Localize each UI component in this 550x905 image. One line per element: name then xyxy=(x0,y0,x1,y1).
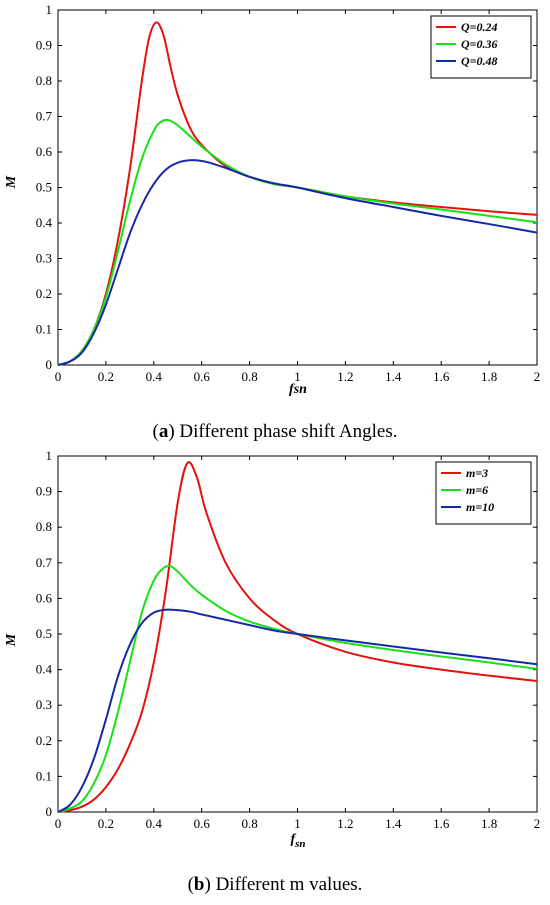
x-tick-label-a: 0.8 xyxy=(241,369,257,384)
caption-text-b: Different m values. xyxy=(216,874,363,895)
x-tick-label-b: 1.6 xyxy=(433,816,450,831)
plot-area-a: 0 0.2 0.4 0.6 0.8 1 1.2 1.4 1.6 1.8 2 0 0.1 0.2 0.3 0.4… xyxy=(36,2,541,384)
x-tick-label-a: 1.2 xyxy=(337,369,353,384)
x-axis-label-b-sub: sn xyxy=(294,838,305,850)
x-tick-label-b: 0 xyxy=(55,816,62,831)
y-tick-label-a: 0.8 xyxy=(36,73,52,88)
y-tick-label-a: 0.9 xyxy=(36,38,52,53)
x-tick-label-b: 2 xyxy=(534,816,541,831)
y-tick-label-a: 0.6 xyxy=(36,144,53,159)
y-tick-label-b: 0.8 xyxy=(36,519,52,534)
panel-label-b: b xyxy=(194,874,205,895)
series-line-b-2 xyxy=(57,565,538,813)
series-line-b-3 xyxy=(57,608,538,813)
y-tick-label-b: 0.4 xyxy=(36,662,53,677)
caption-b: (b) Different m values. xyxy=(188,874,363,895)
y-tick-label-b: 0.7 xyxy=(36,555,53,570)
x-tick-label-a: 1.4 xyxy=(385,369,402,384)
y-tick-label-b: 0.3 xyxy=(36,697,52,712)
legend-label-b-3: m=10 xyxy=(466,500,494,514)
y-tick-label-b: 0 xyxy=(46,804,53,819)
y-tick-label-a: 0.5 xyxy=(36,180,52,195)
x-tick-label-a: 1 xyxy=(294,369,301,384)
chart-panel-b: 0 0.2 0.4 0.6 0.8 1 1.2 1.4 1.6 1.8 2 0 0.1 0.2 0.3 0.4… xyxy=(4,448,540,895)
y-tick-label-a: 0.7 xyxy=(36,109,53,124)
y-tick-label-b: 1 xyxy=(46,448,53,463)
x-tick-label-b: 1.4 xyxy=(385,816,402,831)
x-tick-label-a: 1.8 xyxy=(481,369,497,384)
panel-label-a: a xyxy=(159,421,169,442)
y-tick-label-a: 1 xyxy=(46,2,53,17)
y-tick-label-b: 0.9 xyxy=(36,484,52,499)
series-line-a-3 xyxy=(57,159,538,366)
x-tick-label-b: 0.8 xyxy=(241,816,257,831)
x-tick-label-b: 1.2 xyxy=(337,816,353,831)
y-tick-label-a: 0 xyxy=(46,357,53,372)
y-tick-label-b: 0.6 xyxy=(36,590,53,605)
legend-label-a-2: Q=0.36 xyxy=(461,37,498,51)
x-tick-label-a: 2 xyxy=(534,369,541,384)
chart-panel-a: 0 0.2 0.4 0.6 0.8 1 1.2 1.4 1.6 1.8 2 0 0.1 0.2 0.3 0.4… xyxy=(4,2,540,442)
legend-label-b-2: m=6 xyxy=(466,483,488,497)
x-tick-label-b: 0.4 xyxy=(146,816,163,831)
legend-b: m=3 m=6 m=10 xyxy=(435,461,532,525)
caption-text-a: Different phase shift Angles. xyxy=(179,421,397,442)
series-line-b-1 xyxy=(57,461,538,813)
x-axis-label-b-main: f xyxy=(290,832,296,847)
legend-label-a-1: Q=0.24 xyxy=(461,20,498,34)
x-axis-label-a: fsn xyxy=(289,382,307,397)
x-tick-label-b: 0.2 xyxy=(98,816,114,831)
y-tick-label-a: 0.2 xyxy=(36,286,52,301)
x-tick-label-b: 1 xyxy=(294,816,301,831)
legend-label-a-3: Q=0.48 xyxy=(461,54,498,68)
x-tick-label-a: 0.6 xyxy=(194,369,211,384)
legend-a: Q=0.24 Q=0.36 Q=0.48 xyxy=(430,15,532,79)
x-tick-label-b: 1.8 xyxy=(481,816,497,831)
x-tick-label-a: 0.4 xyxy=(146,369,163,384)
caption-a: (a) Different phase shift Angles. xyxy=(152,421,397,442)
y-tick-label-a: 0.4 xyxy=(36,215,53,230)
y-tick-label-b: 0.2 xyxy=(36,733,52,748)
y-tick-label-a: 0.1 xyxy=(36,322,52,337)
y-axis-label-a: M xyxy=(4,175,19,189)
x-tick-label-a: 0.2 xyxy=(98,369,114,384)
x-tick-label-a: 0 xyxy=(55,369,62,384)
y-tick-label-a: 0.3 xyxy=(36,251,52,266)
y-tick-label-b: 0.5 xyxy=(36,626,52,641)
x-axis-label-b: fsn xyxy=(290,832,305,850)
x-tick-label-a: 1.6 xyxy=(433,369,450,384)
series-line-a-2 xyxy=(57,118,538,366)
x-tick-label-b: 0.6 xyxy=(194,816,211,831)
plot-area-b: 0 0.2 0.4 0.6 0.8 1 1.2 1.4 1.6 1.8 2 0 0.1 0.2 0.3 0.4… xyxy=(36,448,541,831)
y-axis-label-b: M xyxy=(4,633,19,647)
y-tick-label-b: 0.1 xyxy=(36,768,52,783)
legend-label-b-1: m=3 xyxy=(466,466,488,480)
